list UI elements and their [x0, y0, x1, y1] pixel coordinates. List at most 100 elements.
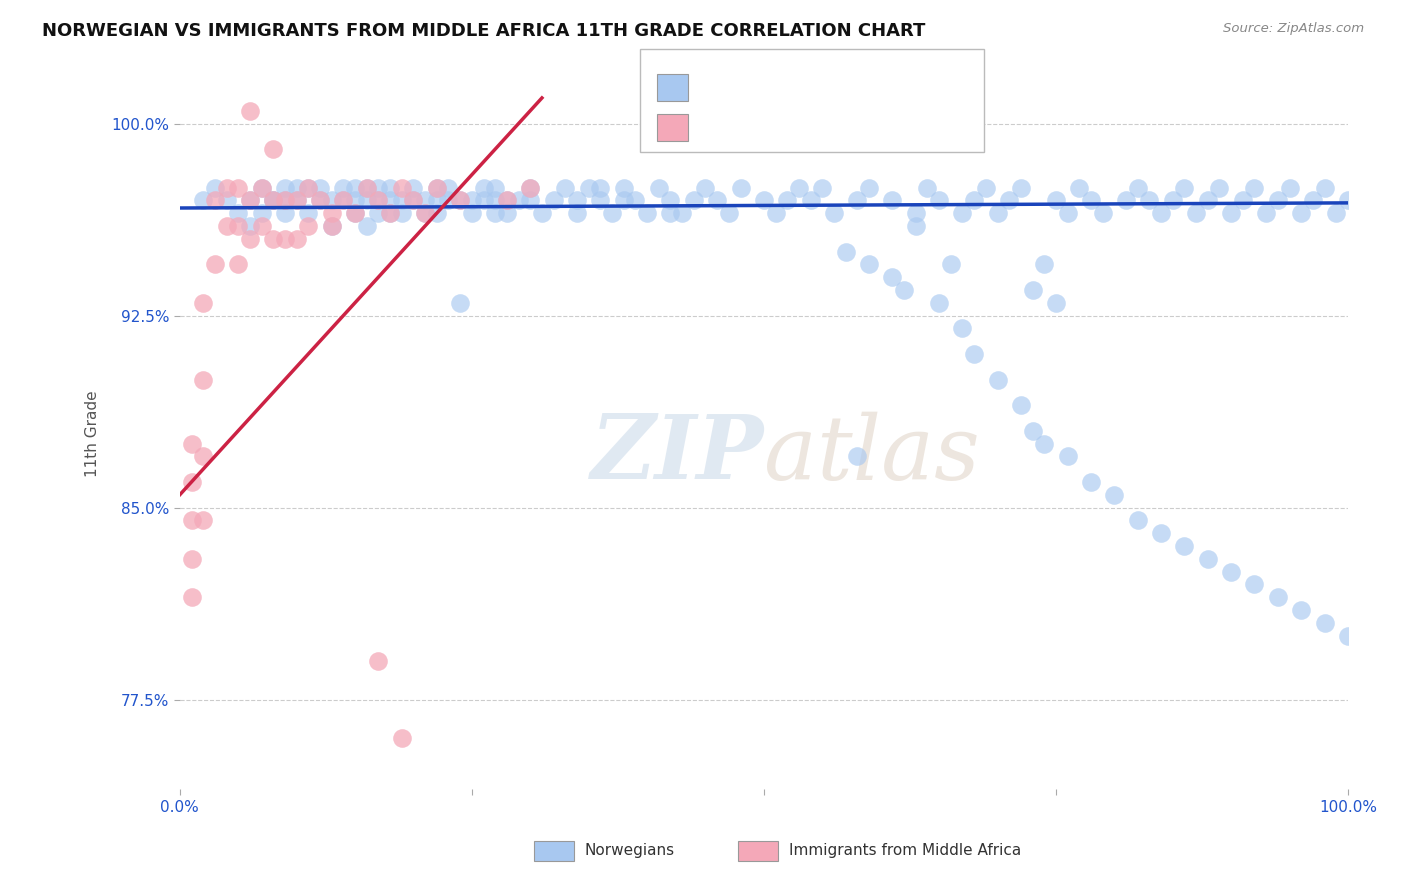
Text: ZIP: ZIP [591, 411, 763, 498]
Point [974, 180, 997, 194]
Point [589, 180, 612, 194]
Point [1220, 565, 1243, 579]
Point [391, 180, 413, 194]
Point [367, 206, 389, 220]
Point [1197, 194, 1219, 208]
Point [402, 180, 425, 194]
Point [1161, 194, 1184, 208]
Point [356, 180, 378, 194]
Text: atlas: atlas [763, 411, 980, 498]
Point [695, 180, 717, 194]
Text: Source: ZipAtlas.com: Source: ZipAtlas.com [1223, 22, 1364, 36]
Point [1056, 450, 1078, 464]
Point [180, 551, 202, 566]
Point [250, 206, 273, 220]
Point [391, 731, 413, 745]
Point [484, 206, 506, 220]
Point [1010, 180, 1032, 194]
Point [1289, 603, 1312, 617]
Point [193, 194, 215, 208]
Point [204, 180, 226, 194]
Point [613, 194, 636, 208]
Point [239, 194, 262, 208]
Point [1313, 180, 1336, 194]
Point [378, 180, 401, 194]
Point [204, 257, 226, 271]
Point [800, 194, 823, 208]
Point [986, 372, 1008, 386]
Point [928, 295, 950, 310]
Text: Immigrants from Middle Africa: Immigrants from Middle Africa [789, 844, 1021, 858]
Point [472, 194, 495, 208]
Point [321, 206, 343, 220]
Point [893, 283, 915, 297]
Point [215, 219, 238, 233]
Point [811, 180, 834, 194]
Point [882, 270, 904, 285]
Point [180, 513, 202, 527]
Point [239, 219, 262, 233]
Point [1313, 615, 1336, 630]
Point [1256, 206, 1278, 220]
Point [1243, 577, 1265, 591]
Point [378, 206, 401, 220]
Point [1197, 551, 1219, 566]
Point [519, 180, 541, 194]
Point [344, 194, 367, 208]
Point [332, 194, 354, 208]
Point [461, 194, 484, 208]
Point [367, 180, 389, 194]
Point [963, 347, 986, 361]
Point [484, 180, 506, 194]
Point [1021, 424, 1043, 438]
Point [274, 180, 297, 194]
Point [1137, 194, 1160, 208]
Point [309, 180, 332, 194]
Point [917, 180, 939, 194]
Point [367, 654, 389, 668]
Point [904, 206, 927, 220]
Point [262, 194, 284, 208]
Point [717, 206, 740, 220]
Point [659, 194, 682, 208]
Point [1080, 194, 1102, 208]
Point [963, 194, 986, 208]
Point [391, 194, 413, 208]
Point [1220, 206, 1243, 220]
Point [636, 206, 658, 220]
Point [613, 180, 636, 194]
Point [554, 180, 576, 194]
Point [1208, 180, 1230, 194]
Point [858, 257, 880, 271]
Point [449, 194, 471, 208]
Point [426, 194, 449, 208]
Point [1302, 194, 1324, 208]
Point [484, 194, 506, 208]
Point [846, 194, 869, 208]
Point [204, 194, 226, 208]
Text: NORWEGIAN VS IMMIGRANTS FROM MIDDLE AFRICA 11TH GRADE CORRELATION CHART: NORWEGIAN VS IMMIGRANTS FROM MIDDLE AFRI… [42, 22, 925, 40]
Point [344, 180, 367, 194]
Point [332, 194, 354, 208]
Point [285, 232, 308, 246]
Point [565, 194, 588, 208]
Point [1150, 526, 1173, 541]
Point [671, 206, 693, 220]
Point [952, 206, 974, 220]
Point [344, 206, 367, 220]
Point [1278, 180, 1301, 194]
Point [378, 194, 401, 208]
Point [1045, 295, 1067, 310]
Point [262, 142, 284, 156]
Point [309, 194, 332, 208]
Point [589, 194, 612, 208]
Point [565, 206, 588, 220]
Point [1267, 590, 1289, 604]
Point [1045, 194, 1067, 208]
Point [939, 257, 962, 271]
Point [193, 372, 215, 386]
Point [274, 232, 297, 246]
Point [1150, 206, 1173, 220]
Point [285, 194, 308, 208]
Text: R = 0.469: R = 0.469 [699, 119, 782, 136]
